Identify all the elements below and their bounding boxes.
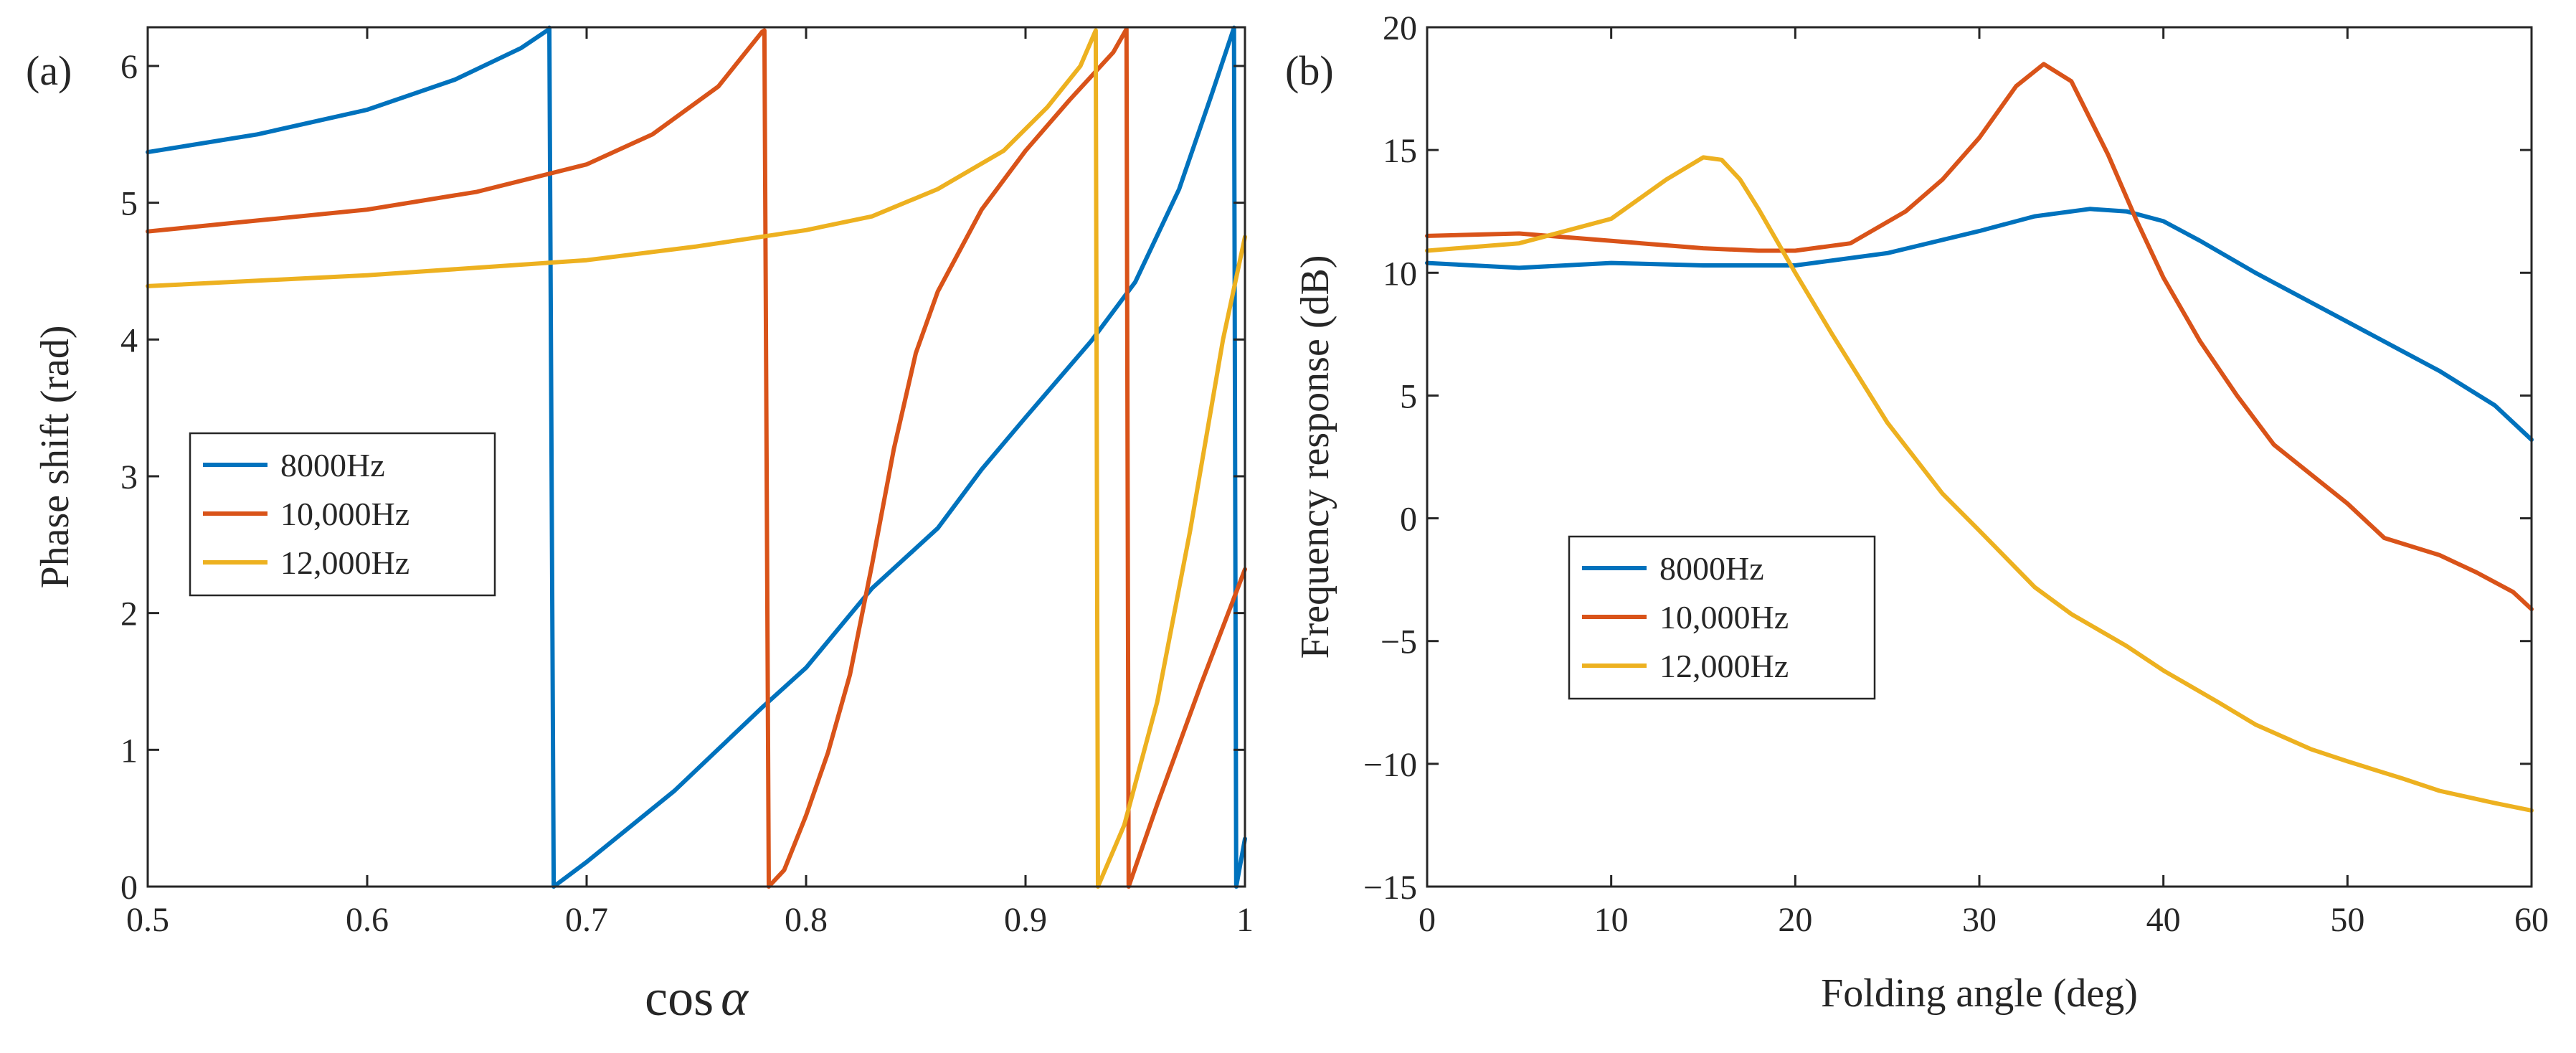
panel-a-x-tick-label: 0.7 — [565, 901, 608, 939]
panel-a-x-tick-label: 1 — [1236, 901, 1254, 939]
panel-b-y-tick-label: 20 — [1383, 9, 1417, 47]
panel-b-legend-label-2: 10,000Hz — [1659, 599, 1789, 636]
panel-b-legend-label-3: 12,000Hz — [1659, 648, 1789, 684]
panel-a-axes-frame — [146, 26, 1246, 888]
panel-b-x-tick-label: 40 — [2146, 901, 2181, 939]
panel-a-y-tick-label: 2 — [120, 595, 138, 633]
panel-b-series-line-1 — [1425, 207, 2534, 442]
panel-a-y-tick-label: 0 — [120, 869, 138, 907]
panel-a-y-tick-label: 6 — [120, 48, 138, 86]
panel-b-series-line-3 — [1425, 155, 2534, 813]
panel-a-series — [146, 25, 1247, 889]
panel-b-y-tick-label: −15 — [1363, 869, 1417, 907]
panel-b-x-tick-label: 50 — [2330, 901, 2364, 939]
panel-b-letter: (b) — [1285, 47, 1334, 94]
panel-a-ticks: 0.5 0.6 0.7 0.8 0.9 1 0 1 2 3 4 5 6 — [120, 27, 1254, 939]
panel-a-series-line-1 — [146, 25, 1247, 889]
panel-a-legend: 8000Hz 10,000Hz 12,000Hz — [189, 432, 496, 597]
panel-b-y-axis-label: Frequency response (dB) — [1293, 255, 1337, 659]
panel-a-legend-label-1: 8000Hz — [280, 447, 385, 483]
panel-b-y-tick-label: 10 — [1383, 255, 1417, 293]
panel-a-y-tick-label: 4 — [120, 321, 138, 359]
panel-a-x-tick-label: 0.9 — [1004, 901, 1047, 939]
panel-b-legend: 8000Hz 10,000Hz 12,000Hz — [1568, 535, 1876, 700]
panel-b-series-line-2 — [1425, 62, 2534, 612]
panel-b-legend-label-1: 8000Hz — [1659, 550, 1764, 587]
panel-b-y-tick-label: −5 — [1381, 623, 1417, 661]
panel-a-legend-label-3: 12,000Hz — [280, 544, 409, 581]
panel-a-y-tick-label: 3 — [120, 458, 138, 496]
panel-a-x-axis-label: cos α — [645, 969, 749, 1026]
panel-a-letter: (a) — [26, 47, 72, 94]
panel-a-y-tick-label: 5 — [120, 185, 138, 223]
panel-b-y-tick-label: −10 — [1363, 746, 1417, 784]
panel-a-series-line-2 — [146, 27, 1247, 889]
panel-a-series-line-3 — [146, 28, 1247, 889]
panel-b-x-tick-label: 0 — [1419, 901, 1436, 939]
panel-b-x-tick-label: 30 — [1962, 901, 1997, 939]
panel-a-x-axis-label-cos: cos — [645, 969, 714, 1026]
panel-b-y-tick-label: 15 — [1383, 132, 1417, 170]
panel-a-y-axis-label: Phase shift (rad) — [33, 325, 77, 588]
panel-b-y-tick-label: 5 — [1400, 377, 1417, 415]
panel-a-legend-label-2: 10,000Hz — [280, 496, 409, 532]
panel-b-y-tick-label: 0 — [1400, 501, 1417, 539]
panel-b-frequency-response-chart: 0 10 20 30 40 50 60 −15 −10 −5 0 5 10 15 20 (b) Freque… — [1285, 9, 2549, 1016]
panel-a-x-axis-label-alpha: α — [721, 969, 749, 1026]
panel-a-x-tick-label: 0.5 — [126, 901, 169, 939]
panel-a-phase-shift-chart: 0.5 0.6 0.7 0.8 0.9 1 0 1 2 3 4 5 6 (a) Phase shift … — [26, 25, 1254, 1026]
panel-a-x-tick-label: 0.6 — [346, 901, 389, 939]
panel-b-x-tick-label: 20 — [1778, 901, 1812, 939]
panel-b-ticks: 0 10 20 30 40 50 60 −15 −10 −5 0 5 10 15 20 — [1363, 9, 2549, 939]
panel-b-x-axis-label: Folding angle (deg) — [1821, 971, 2138, 1016]
panel-b-x-tick-label: 10 — [1594, 901, 1629, 939]
panel-a-x-tick-label: 0.8 — [785, 901, 828, 939]
panel-a-y-tick-label: 1 — [120, 732, 138, 770]
panel-b-series — [1425, 62, 2534, 813]
panel-b-x-tick-label: 60 — [2514, 901, 2549, 939]
